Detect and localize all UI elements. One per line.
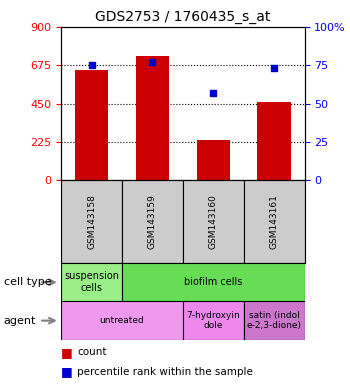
Text: 7-hydroxyin
dole: 7-hydroxyin dole [187,311,240,330]
Bar [122,263,304,301]
Bar [61,180,122,263]
Text: ■: ■ [61,346,73,359]
Text: GSM143158: GSM143158 [87,194,96,249]
Point [271,65,277,71]
Bar [75,70,108,180]
Bar [197,139,230,180]
Text: untreated: untreated [100,316,145,325]
Bar [61,301,183,340]
Bar [244,180,304,263]
Text: suspension
cells: suspension cells [64,271,119,293]
Bar [136,56,169,180]
Text: agent: agent [4,316,36,326]
Text: cell type: cell type [4,277,51,287]
Bar [122,180,183,263]
Text: ■: ■ [61,365,73,378]
Text: GSM143161: GSM143161 [270,194,279,249]
Point [210,90,216,96]
Text: count: count [77,347,106,357]
Bar [61,263,122,301]
Text: percentile rank within the sample: percentile rank within the sample [77,367,253,377]
Text: GSM143159: GSM143159 [148,194,157,249]
Point [150,59,155,65]
Bar [183,180,244,263]
Point [89,62,95,68]
Text: GSM143160: GSM143160 [209,194,218,249]
Bar [257,102,291,180]
Bar [183,301,244,340]
Text: satin (indol
e-2,3-dione): satin (indol e-2,3-dione) [247,311,302,330]
Bar [244,301,304,340]
Title: GDS2753 / 1760435_s_at: GDS2753 / 1760435_s_at [95,10,271,25]
Text: biofilm cells: biofilm cells [184,277,243,287]
